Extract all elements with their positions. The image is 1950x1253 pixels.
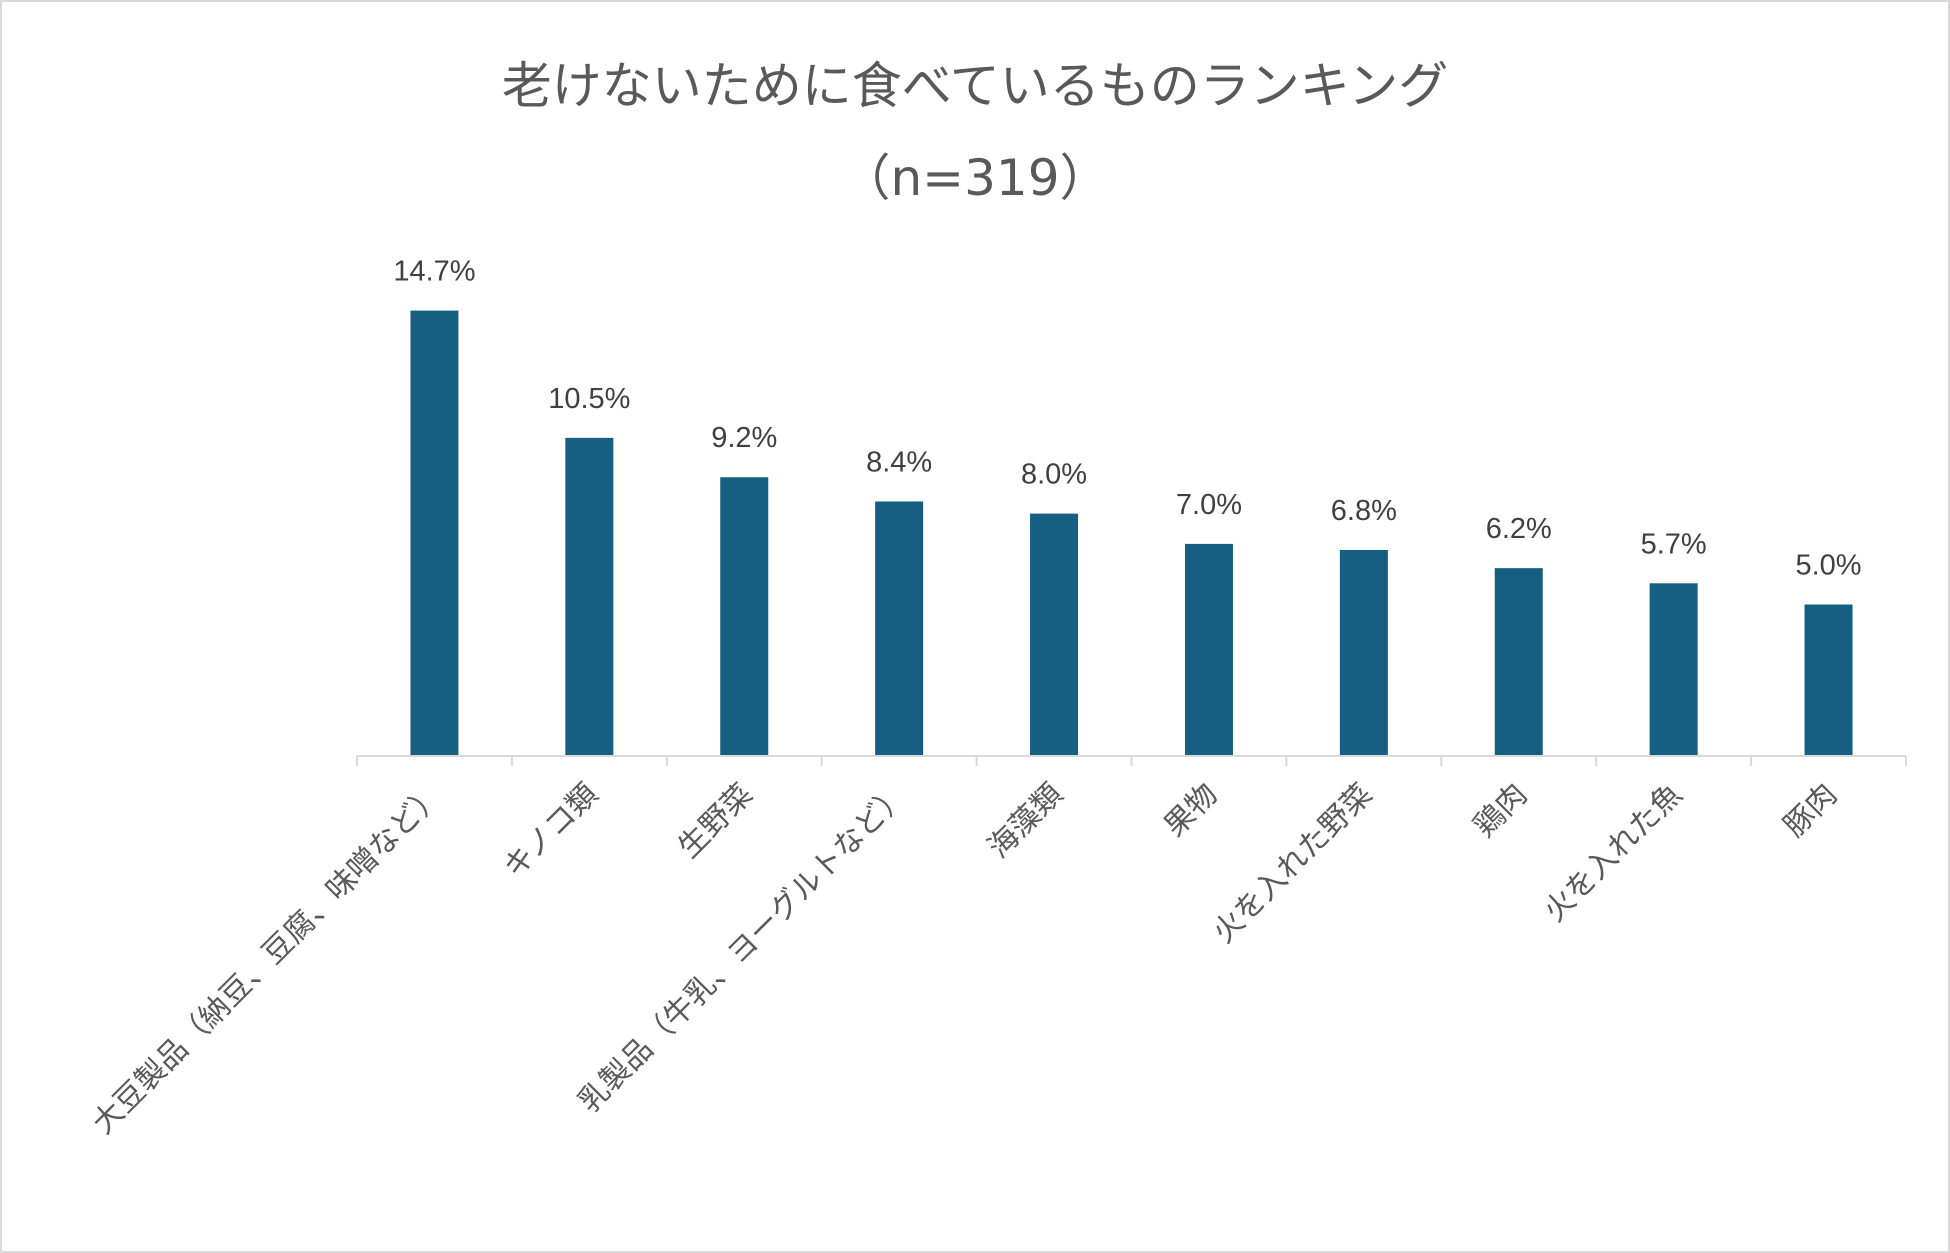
bar	[1339, 549, 1388, 756]
bar	[565, 437, 614, 756]
category-label: 鶏肉	[1467, 777, 1534, 844]
category-label: 果物	[1157, 777, 1224, 844]
bar	[1184, 543, 1233, 756]
data-label: 5.0%	[1795, 550, 1861, 582]
category-label: 生野菜	[672, 777, 760, 865]
data-label: 10.5%	[548, 383, 630, 415]
category-label: 海藻類	[981, 777, 1069, 865]
category-label: 豚肉	[1777, 777, 1844, 844]
data-label: 5.7%	[1641, 528, 1707, 560]
bars-layer	[410, 310, 1853, 756]
bar	[410, 310, 459, 756]
data-label: 6.8%	[1331, 495, 1397, 527]
category-label: 火を入れた野菜	[1206, 777, 1379, 950]
bar	[1030, 513, 1079, 756]
chart-subtitle: （n=319）	[840, 149, 1110, 207]
x-axis	[356, 755, 1907, 766]
data-label: 8.4%	[866, 446, 932, 478]
category-label: 火を入れた魚	[1537, 777, 1689, 929]
data-label: 6.2%	[1486, 513, 1552, 545]
category-label: 乳製品（牛乳、ヨーグルトなど）	[572, 777, 915, 1120]
chart-title: 老けないために食べているものランキング	[501, 57, 1449, 115]
data-label: 9.2%	[711, 422, 777, 454]
bar	[1494, 568, 1543, 756]
data-label: 14.7%	[393, 256, 475, 288]
chart-title-block: 老けないために食べているものランキング （n=319）	[2, 40, 1948, 224]
data-label: 7.0%	[1176, 489, 1242, 521]
category-label: 大豆製品（納豆、豆腐、味噌など）	[86, 777, 450, 1141]
bar	[1804, 604, 1853, 756]
bar	[1649, 583, 1698, 756]
bar	[720, 477, 769, 756]
category-label: キノコ類	[497, 777, 605, 885]
bar	[875, 501, 924, 756]
data-label: 8.0%	[1021, 459, 1087, 491]
data-labels-layer: 14.7% 10.5% 9.2% 8.4% 8.0% 7.0% 6.8% 6.2% 5.7% 5.…	[393, 256, 1861, 582]
